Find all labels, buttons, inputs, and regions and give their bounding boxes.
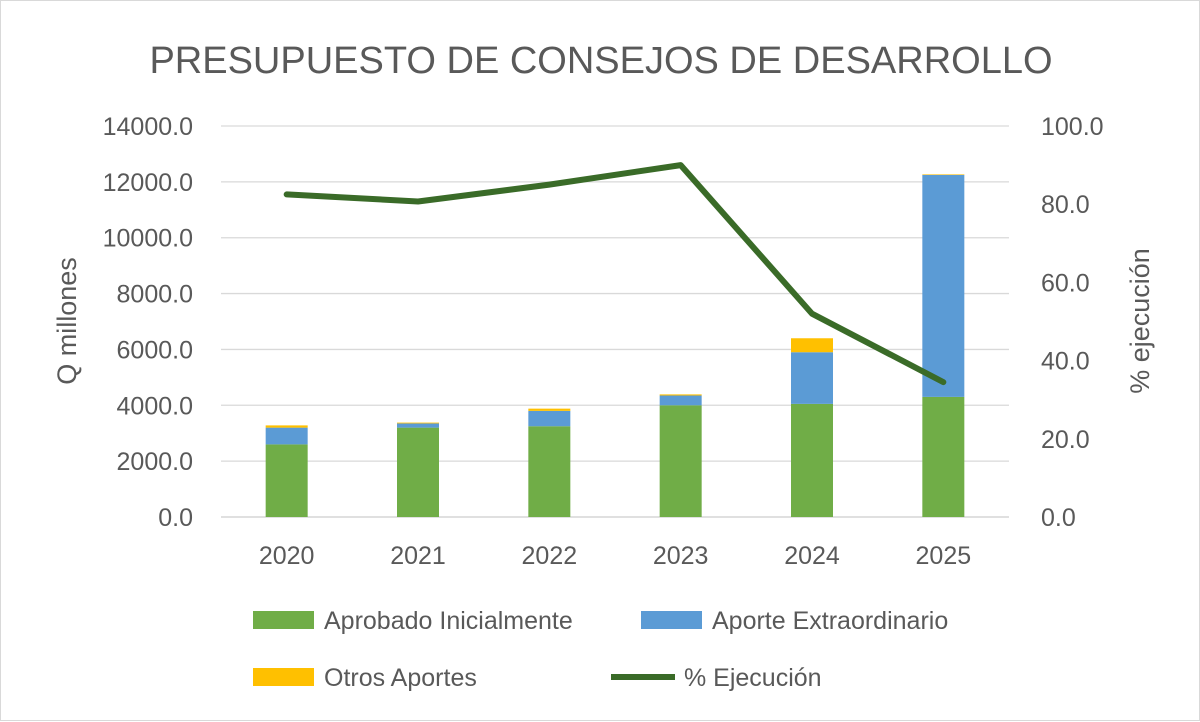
y2-tick-label: 60.0: [1041, 269, 1090, 297]
bar-aprobado-inicialmente-2021: [397, 427, 439, 517]
bar-otros-aportes-2022: [528, 408, 571, 411]
y-tick-label: 0.0: [158, 504, 193, 532]
x-tick-label: 2020: [259, 542, 315, 570]
x-axis-ticks: 2020 2021 2022 2023 2024 2025: [259, 542, 971, 570]
bar-otros-aportes-2024: [791, 338, 833, 353]
x-tick-label: 2025: [916, 542, 972, 570]
bar-otros-aportes-2023: [659, 394, 702, 396]
legend-swatch: [253, 611, 314, 629]
chart-title: PRESUPUESTO DE CONSEJOS DE DESARROLLO: [149, 40, 1052, 82]
bar-aprobado-inicialmente-2022: [528, 426, 571, 517]
line-series: [283, 162, 947, 386]
gridlines: [221, 125, 1009, 518]
bars: [265, 174, 965, 517]
y2-axis-ticks: 0.0 20.0 40.0 60.0 80.0 100.0: [1041, 113, 1104, 532]
bar-aporte-extraordinario-2022: [528, 410, 571, 427]
bar-otros-aportes-2020: [265, 425, 308, 428]
bar-otros-aportes-2021: [397, 422, 439, 424]
y2-tick-label: 0.0: [1041, 504, 1076, 532]
bar-aporte-extraordinario-2025: [922, 174, 965, 397]
bar-aporte-extraordinario-2020: [265, 427, 308, 445]
bar-aprobado-inicialmente-2025: [922, 396, 965, 517]
legend-label: Otros Aportes: [324, 664, 477, 692]
y-tick-label: 10000.0: [103, 225, 193, 253]
y-tick-label: 14000.0: [103, 113, 193, 141]
x-tick-label: 2023: [653, 542, 709, 570]
bar-aprobado-inicialmente-2023: [659, 405, 702, 517]
y-tick-label: 2000.0: [117, 448, 193, 476]
legend-label: % Ejecución: [684, 664, 822, 692]
legend-swatch: [253, 668, 314, 686]
bar-aporte-extraordinario-2023: [659, 395, 702, 406]
bar-aporte-extraordinario-2021: [397, 423, 439, 428]
execution-line: [283, 162, 947, 386]
x-tick-label: 2024: [784, 542, 840, 570]
y2-tick-label: 100.0: [1041, 113, 1104, 141]
y2-tick-label: 80.0: [1041, 191, 1090, 219]
y-tick-label: 4000.0: [117, 392, 193, 420]
legend-swatch: [641, 611, 702, 629]
legend-label: Aporte Extraordinario: [712, 607, 948, 635]
legend-label: Aprobado Inicialmente: [324, 607, 573, 635]
y2-axis-label: % ejecución: [1125, 248, 1155, 394]
y-axis-ticks: 0.0 2000.0 4000.0 6000.0 8000.0 10000.0 12000.…: [103, 113, 193, 532]
bar-aprobado-inicialmente-2024: [791, 403, 833, 517]
x-tick-label: 2021: [390, 542, 446, 570]
bar-aprobado-inicialmente-2020: [265, 444, 308, 517]
y2-tick-label: 40.0: [1041, 348, 1090, 376]
bar-aporte-extraordinario-2024: [791, 352, 833, 404]
y-tick-label: 8000.0: [117, 281, 193, 309]
y-tick-label: 6000.0: [117, 336, 193, 364]
y2-tick-label: 20.0: [1041, 426, 1090, 454]
x-tick-label: 2022: [522, 542, 578, 570]
bar-otros-aportes-2025: [922, 174, 965, 175]
legend: Aprobado Inicialmente Aporte Extraordinar…: [253, 607, 948, 692]
y-axis-label: Q millones: [52, 257, 82, 385]
y-tick-label: 12000.0: [103, 169, 193, 197]
